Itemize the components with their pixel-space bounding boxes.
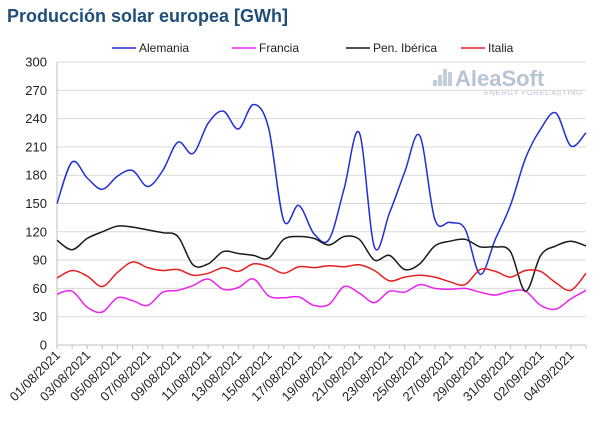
aleasoft-logo: AleaSoft ENERGY FORECASTING (433, 66, 583, 97)
y-tick-label: 30 (33, 309, 47, 324)
logo-bar (448, 72, 452, 86)
y-tick-label: 180 (25, 168, 47, 183)
series-line-francia (56, 278, 587, 314)
series-lines (56, 103, 587, 314)
logo-bar (443, 69, 447, 86)
y-tick-label: 120 (25, 224, 47, 239)
legend-label: Pen. Ibérica (373, 41, 437, 55)
series-line-italia (56, 261, 587, 292)
logo-bar (433, 80, 437, 86)
y-tick-label: 150 (25, 196, 47, 211)
y-tick-label: 60 (33, 281, 47, 296)
x-axis-ticks: 01/08/202103/08/202105/08/202107/08/2021… (6, 345, 587, 404)
y-axis-ticks: 0 30 60 90 120 150 180 210 240 270 300 (25, 55, 47, 353)
aleasoft-logo-mark-icon (433, 69, 452, 86)
series-line-pen-iberica (56, 225, 587, 292)
logo-name: AleaSoft (455, 66, 545, 91)
grid-lines (57, 61, 586, 346)
y-tick-label: 0 (40, 338, 47, 353)
y-tick-label: 240 (25, 111, 47, 126)
logo-bar (438, 75, 442, 86)
y-tick-label: 300 (25, 55, 47, 70)
legend-label: Francia (259, 41, 299, 55)
y-tick-label: 90 (33, 253, 47, 268)
series-line-alemania (56, 103, 587, 276)
legend: Alemania Francia Pen. Ibérica Italia (112, 41, 514, 55)
chart-title: Producción solar europea [GWh] (7, 6, 288, 26)
legend-label: Italia (488, 41, 514, 55)
y-tick-label: 210 (25, 139, 47, 154)
legend-label: Alemania (139, 41, 189, 55)
y-tick-label: 270 (25, 83, 47, 98)
logo-tagline: ENERGY FORECASTING (484, 88, 583, 97)
